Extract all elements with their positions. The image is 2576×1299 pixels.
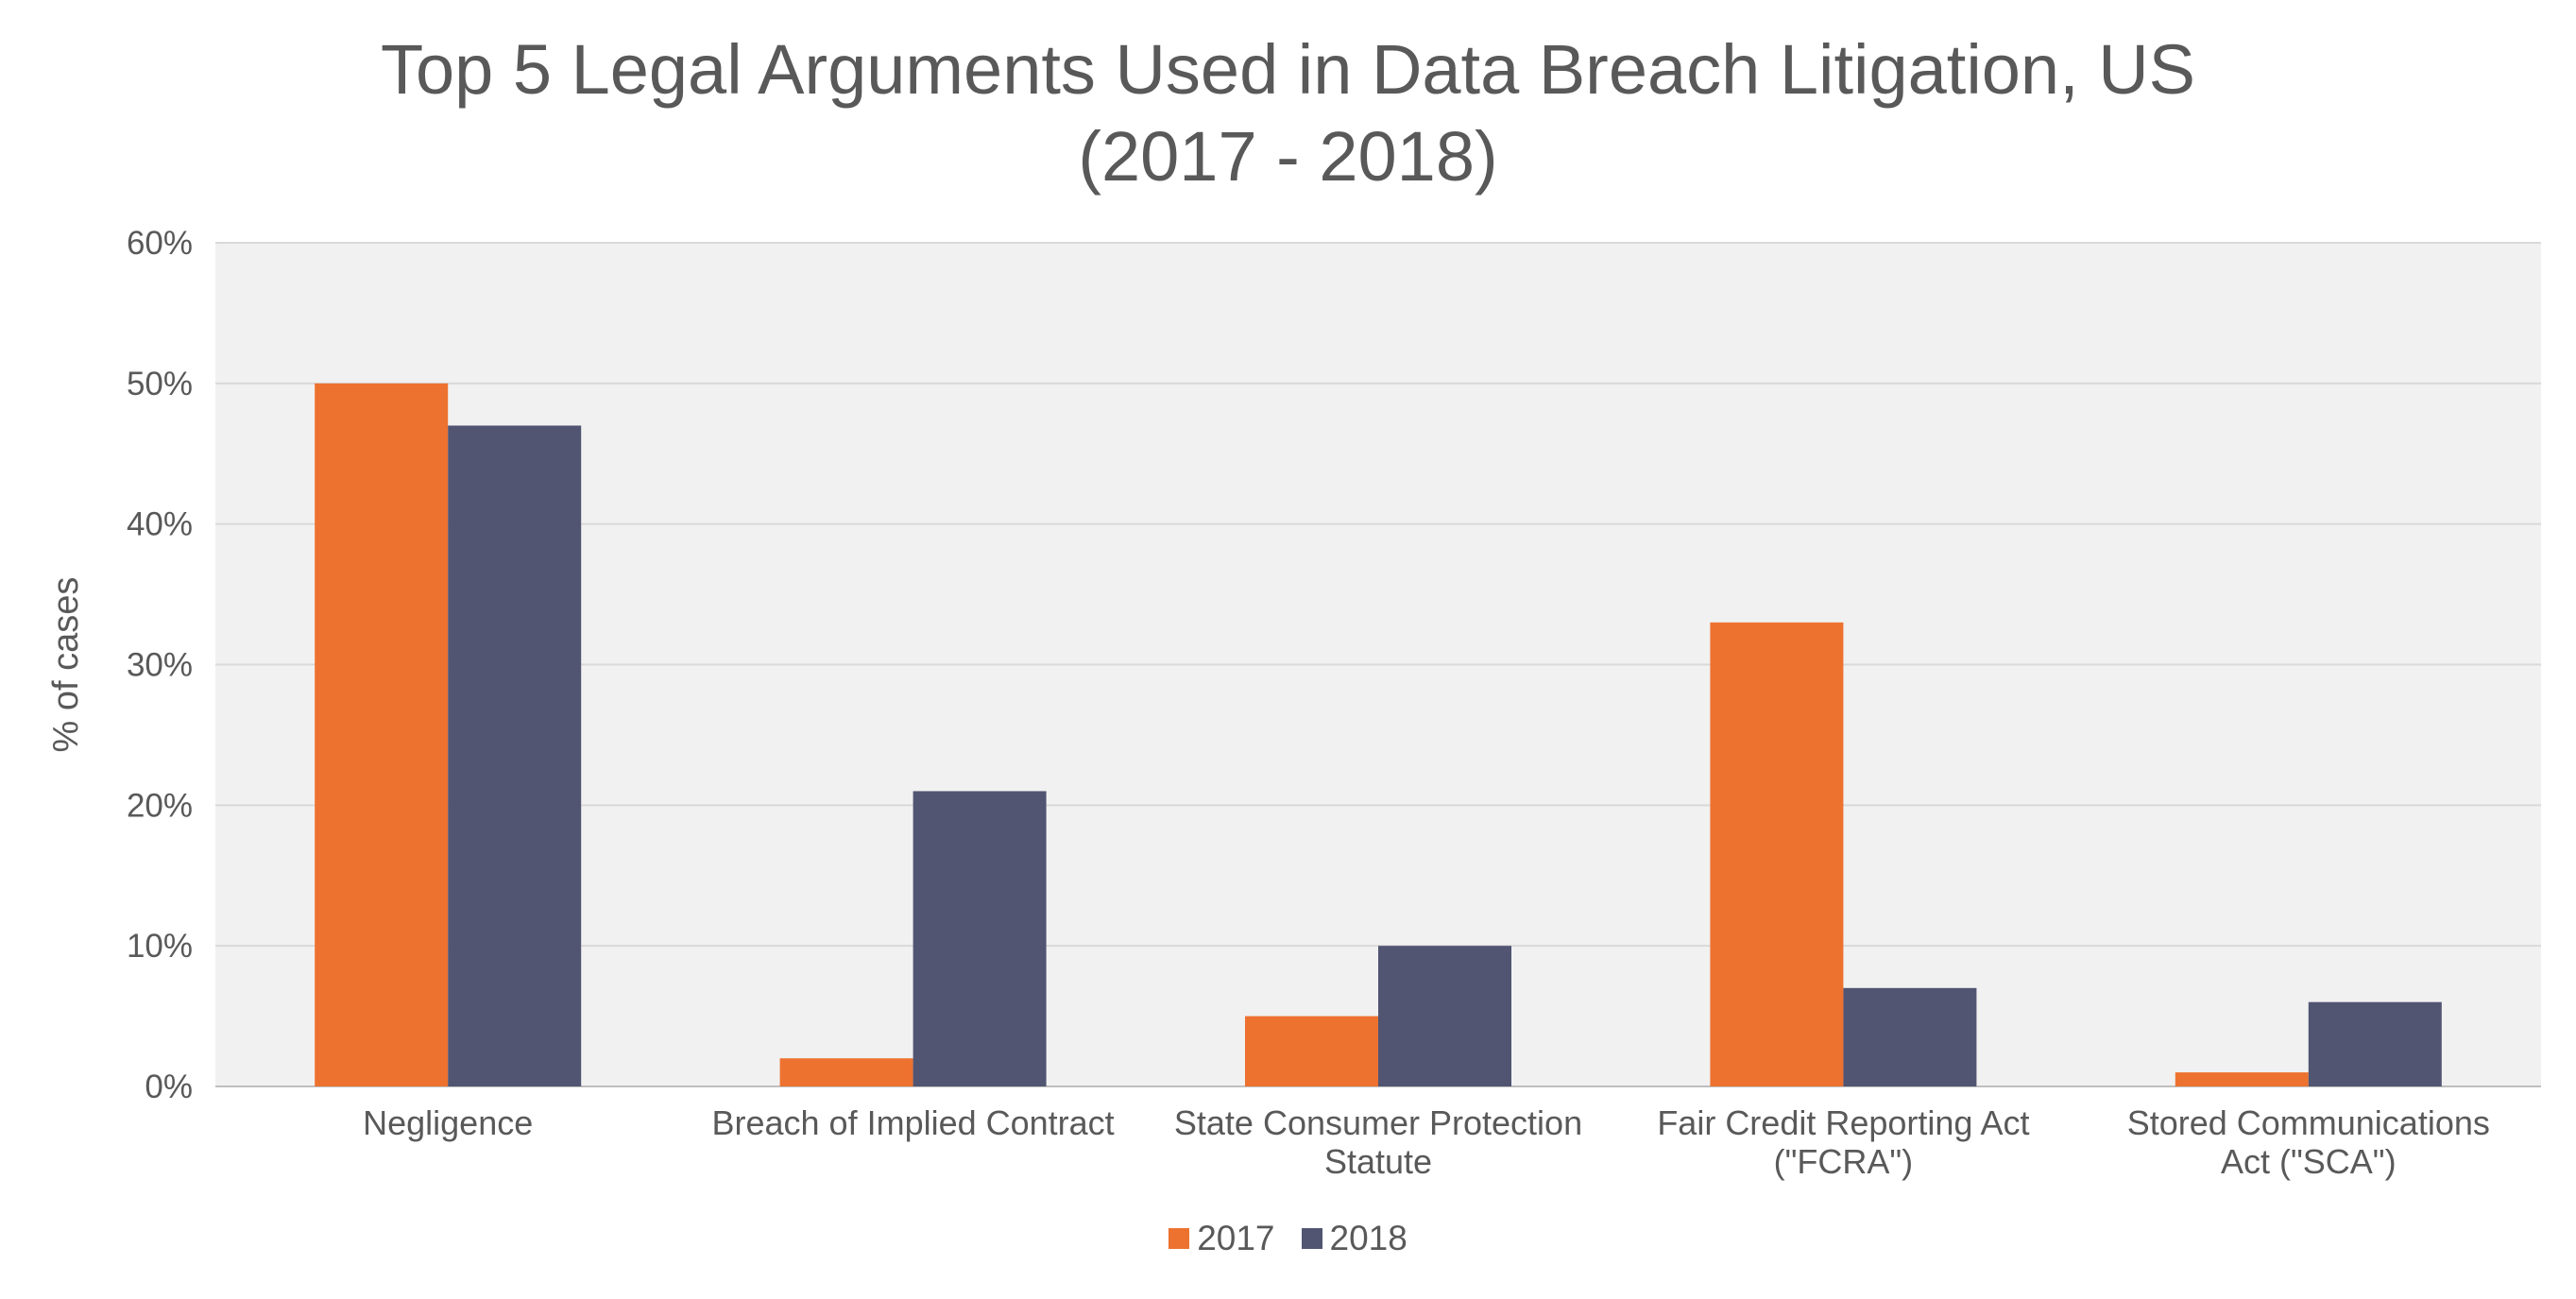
x-axis-categories: Negligence Breach of Implied Contract Stat… — [363, 1103, 2490, 1181]
bars — [315, 383, 2442, 1086]
x-category-label: Act ("SCA") — [2221, 1142, 2397, 1181]
bar-2018 — [1378, 946, 1511, 1086]
x-category-label: Negligence — [363, 1103, 533, 1142]
y-tick-label: 20% — [127, 787, 193, 824]
bar-2018 — [2308, 1001, 2442, 1086]
bar-2017 — [315, 383, 449, 1086]
bar-2018 — [913, 791, 1047, 1086]
chart-subtitle: (2017 - 2018) — [1078, 117, 1498, 196]
x-category-label: Breach of Implied Contract — [711, 1103, 1114, 1142]
bar-2017 — [1710, 622, 1844, 1086]
bar-2017 — [1245, 1016, 1378, 1086]
bar-2017 — [2175, 1072, 2309, 1086]
legend-item-2018: 2018 — [1301, 1219, 1407, 1258]
y-axis-ticks: 0% 10% 20% 30% 40% 50% 60% — [127, 225, 193, 1105]
legend-swatch — [1169, 1228, 1190, 1249]
chart-title: Top 5 Legal Arguments Used in Data Breac… — [0, 26, 2576, 200]
legend-label: 2017 — [1197, 1219, 1275, 1257]
y-tick-label: 10% — [127, 928, 193, 965]
legend-swatch — [1301, 1228, 1322, 1249]
legend-item-2017: 2017 — [1169, 1219, 1275, 1258]
legend: 2017 2018 — [0, 1219, 2576, 1258]
y-axis-title: % of cases — [46, 577, 86, 753]
x-category-label: Fair Credit Reporting Act — [1657, 1103, 2029, 1142]
y-tick-label: 30% — [127, 647, 193, 684]
bar-2017 — [779, 1058, 913, 1086]
x-category-label: Statute — [1324, 1142, 1432, 1181]
x-category-label: ("FCRA") — [1774, 1142, 1914, 1181]
bar-2018 — [1843, 987, 1977, 1086]
y-tick-label: 0% — [145, 1068, 193, 1105]
x-category-label: State Consumer Protection — [1174, 1103, 1582, 1142]
y-tick-label: 50% — [127, 366, 193, 402]
bar-2018 — [448, 425, 582, 1086]
gridlines — [215, 242, 2541, 1087]
chart-title-line-1: Top 5 Legal Arguments Used in Data Breac… — [380, 30, 2195, 109]
x-category-label: Stored Communications — [2127, 1103, 2490, 1142]
y-tick-label: 60% — [127, 225, 193, 262]
legend-label: 2018 — [1329, 1219, 1407, 1257]
bar-chart: 0% 10% 20% 30% 40% 50% 60% Negligence Breach of… — [46, 225, 2541, 1181]
y-tick-label: 40% — [127, 506, 193, 543]
